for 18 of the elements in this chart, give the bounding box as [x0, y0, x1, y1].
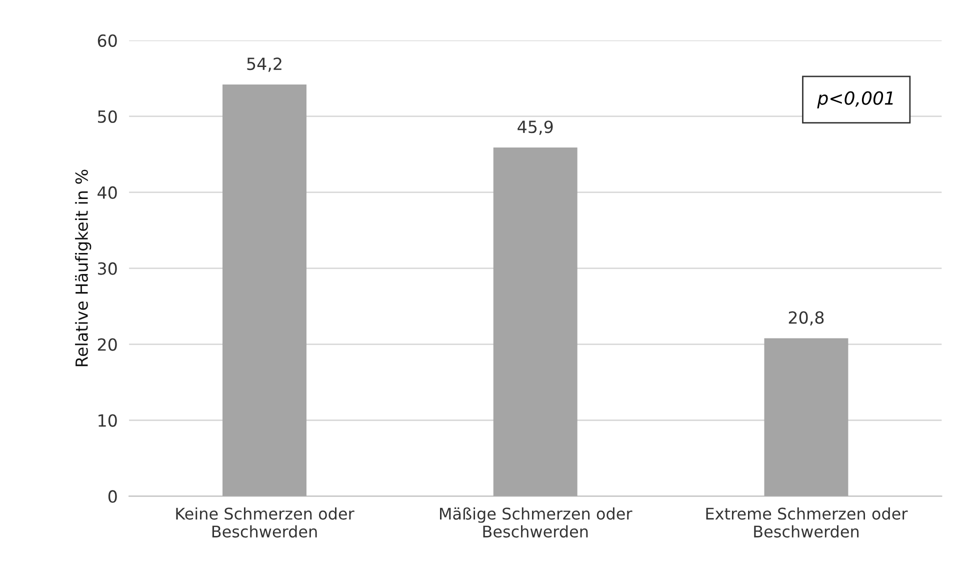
y-tick-label: 0 [108, 490, 117, 503]
y-tick-label: 10 [98, 414, 117, 427]
bar [493, 148, 578, 496]
data-label: 45,9 [518, 120, 553, 135]
data-label: 54,2 [247, 58, 282, 72]
data-label: 20,8 [788, 311, 824, 326]
y-tick-label: 40 [98, 186, 117, 199]
annotation: p<0,001 [817, 91, 893, 108]
y-tick-label: 60 [98, 34, 117, 47]
y-axis-title: Relative Häufigkeit in % [75, 170, 92, 366]
y-tick-label: 50 [98, 110, 117, 123]
x-tick-label: Mäßige Schmerzen oder Beschwerden [440, 507, 632, 538]
y-tick-label: 20 [98, 338, 117, 351]
y-tick-label: 30 [98, 262, 117, 275]
x-tick-label: Extreme Schmerzen oder Beschwerden [706, 507, 908, 538]
x-tick-label: Keine Schmerzen oder Beschwerden [176, 507, 354, 538]
bar [222, 84, 306, 496]
bar [764, 338, 848, 496]
